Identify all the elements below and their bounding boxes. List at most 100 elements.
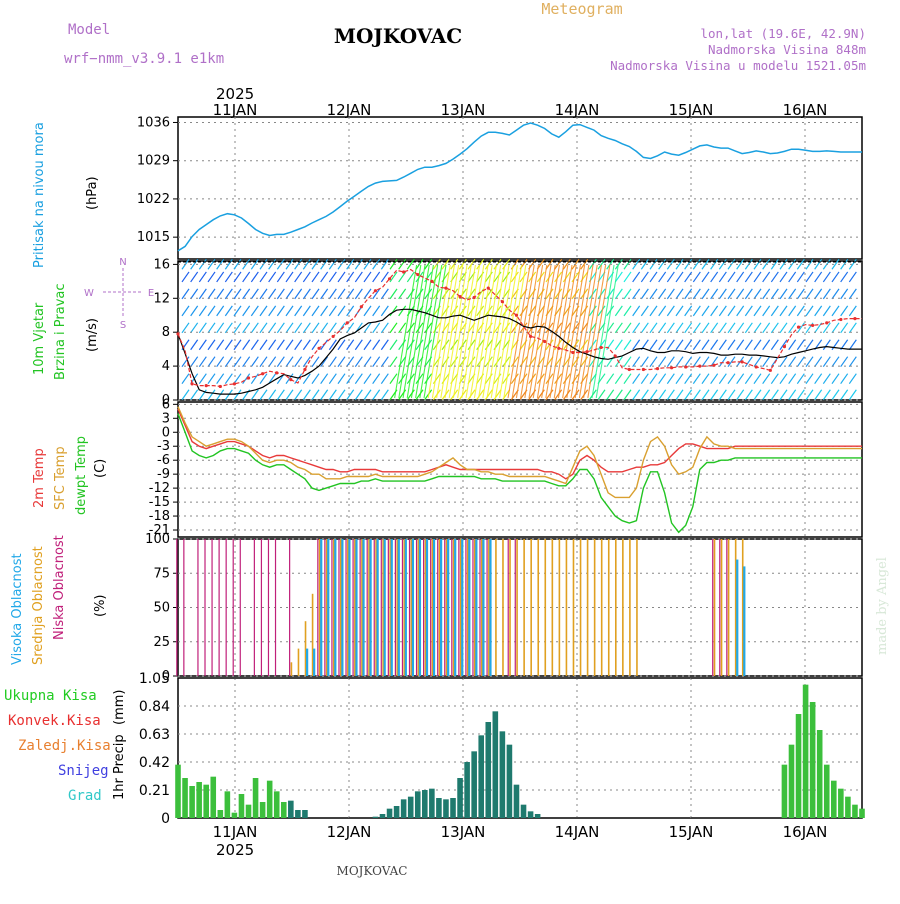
- wind-barb: [190, 288, 199, 300]
- wind-barb: [268, 271, 277, 283]
- precip-bar: [231, 812, 238, 818]
- precip-bar: [245, 804, 252, 818]
- cloud-bar-mid: [558, 539, 561, 676]
- wind-barb: [762, 288, 771, 300]
- wind-barb: [796, 271, 805, 283]
- wind-barb: [692, 271, 701, 283]
- wind-barb-hatch: [448, 264, 472, 399]
- wind-barb: [736, 271, 745, 283]
- wind-barb: [294, 322, 303, 334]
- wind-barb: [736, 258, 745, 270]
- wind-barb: [181, 389, 190, 401]
- wind-barb: [666, 356, 675, 368]
- wind-barb: [398, 271, 407, 283]
- cloud-bar-low: [289, 539, 291, 676]
- wind-barb: [614, 339, 623, 351]
- compass-label: N: [119, 257, 126, 268]
- precip-bar: [816, 730, 823, 818]
- cloud-bar-low: [253, 539, 255, 676]
- wind-barb: [692, 389, 701, 401]
- wind-barb: [406, 288, 415, 300]
- wind-barb: [380, 356, 389, 368]
- wind-barb: [762, 389, 771, 401]
- wind-barb: [675, 356, 684, 368]
- y-tick-label: 16: [153, 257, 170, 272]
- cloud-panel: 0 25 50 75 100: [145, 532, 863, 684]
- wind-barb: [701, 288, 710, 300]
- wind-barb: [718, 305, 727, 317]
- wind-barb: [753, 322, 762, 334]
- wind-barb: [294, 305, 303, 317]
- precip-bar: [802, 684, 809, 818]
- wind-barb: [224, 356, 233, 368]
- pressure-ylabel: Pritisak na nivou mora: [32, 122, 47, 268]
- wind-barb: [554, 271, 563, 283]
- wind-barb: [727, 373, 736, 385]
- wind-barb: [710, 389, 719, 401]
- wind-barb: [337, 373, 346, 385]
- wind-barb: [294, 356, 303, 368]
- wind-barb-hatch: [436, 264, 460, 399]
- gust-point: [373, 289, 378, 293]
- gust-point: [345, 321, 349, 325]
- wind-barb: [198, 339, 207, 351]
- wind-barb: [805, 271, 814, 283]
- temp-line-sfc: [177, 406, 862, 499]
- wind-barb: [432, 271, 441, 283]
- wind-barb: [788, 356, 797, 368]
- wind-barb: [744, 271, 753, 283]
- wind-barb: [320, 322, 329, 334]
- cloud-bar-mid: [304, 621, 307, 676]
- cloud-bar-low: [444, 539, 446, 676]
- wind-barb: [294, 373, 303, 385]
- wind-barb: [736, 339, 745, 351]
- cloud-ylabel-high: Visoka Oblacnost: [10, 553, 25, 665]
- wind-barb: [718, 288, 727, 300]
- wind-barb: [328, 389, 337, 401]
- wind-barb: [380, 389, 389, 401]
- wind-barb: [190, 305, 199, 317]
- wind-panel: 0 4 8 12 16: [153, 257, 863, 408]
- wind-barb: [562, 271, 571, 283]
- model-name: wrf−nmm_v3.9.1 e1km: [64, 51, 224, 67]
- wind-barb: [268, 373, 277, 385]
- wind-barb: [727, 288, 736, 300]
- wind-barb: [658, 389, 667, 401]
- wind-barb: [762, 305, 771, 317]
- wind-barb: [762, 271, 771, 283]
- temp-line-t2m: [177, 408, 862, 480]
- wind-barb: [727, 339, 736, 351]
- precip-ylabel: 1hr Precip: [112, 734, 127, 800]
- wind-barb: [597, 305, 606, 317]
- precip-bar: [210, 776, 217, 818]
- wind-barb: [710, 271, 719, 283]
- wind-barb: [658, 322, 667, 334]
- wind-barb: [198, 356, 207, 368]
- cloud-bar-low: [211, 539, 213, 676]
- wind-barb: [666, 305, 675, 317]
- cloud-bar-low: [218, 539, 220, 676]
- wind-barb-hatch: [532, 264, 556, 399]
- cloud-bar-low: [408, 539, 411, 676]
- temp-ylabel-t2m: 2m Temp: [32, 448, 47, 508]
- wind-barb: [831, 288, 840, 300]
- cloud-bar-low: [366, 539, 368, 676]
- wind-barb: [606, 373, 615, 385]
- wind-barb: [250, 288, 259, 300]
- wind-barb: [640, 258, 649, 270]
- wind-barb: [320, 271, 329, 283]
- gust-point: [486, 286, 490, 290]
- cloud-bar-mid: [417, 539, 420, 676]
- wind-barb-hatch: [499, 264, 523, 399]
- y-tick-label: 25: [153, 635, 170, 650]
- wind-barb: [242, 339, 251, 351]
- wind-barb: [398, 322, 407, 334]
- wind-barb-hatch: [494, 264, 518, 399]
- wind-barb-hatch: [587, 264, 611, 399]
- wind-barb: [822, 322, 831, 334]
- wind-barb: [389, 288, 398, 300]
- wind-barb: [328, 271, 337, 283]
- wind-barb-hatch: [520, 264, 544, 399]
- wind-barb: [831, 339, 840, 351]
- wind-barb: [467, 389, 476, 401]
